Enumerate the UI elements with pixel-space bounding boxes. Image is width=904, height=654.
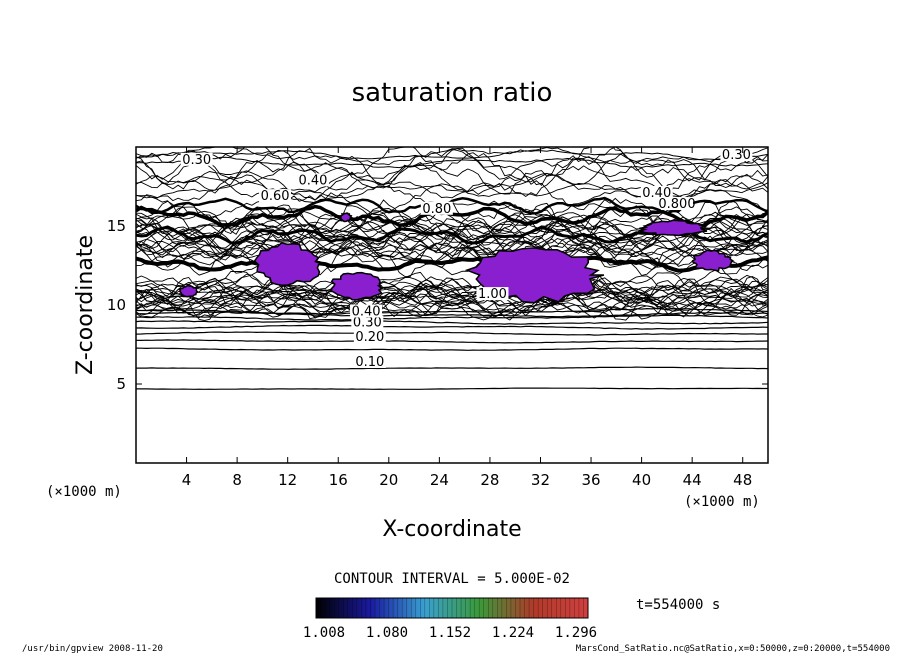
contour-line bbox=[136, 196, 768, 215]
contour-line bbox=[136, 285, 768, 313]
contour-label: 0.30 bbox=[722, 148, 751, 163]
contour-label-bg bbox=[420, 201, 453, 215]
x-tick-label: 24 bbox=[430, 471, 449, 489]
contour-line bbox=[136, 366, 768, 370]
contour-line bbox=[136, 271, 768, 295]
contour-line bbox=[136, 277, 768, 297]
contour-label-bg bbox=[660, 197, 693, 211]
contour-label: 0.10 bbox=[355, 355, 384, 370]
colorbar-ticks: 1.008 1.080 1.152 1.224 1.296 bbox=[303, 598, 597, 641]
contour-label-bg bbox=[351, 315, 384, 329]
contour-line bbox=[136, 287, 768, 321]
contour-line bbox=[136, 347, 768, 351]
contour-label-bg bbox=[640, 185, 673, 199]
contour-line bbox=[136, 295, 768, 319]
contour-label-bg bbox=[720, 148, 753, 162]
contour-line bbox=[136, 283, 768, 307]
contour-label: 0.30 bbox=[353, 316, 382, 331]
contour-line bbox=[136, 301, 768, 316]
contour-line bbox=[136, 269, 768, 303]
contour-line bbox=[136, 230, 768, 256]
contour-label: 0.60 bbox=[261, 189, 290, 204]
x-tick-label: 20 bbox=[379, 471, 398, 489]
x-tick-label: 48 bbox=[733, 471, 752, 489]
x-tick-label: 12 bbox=[278, 471, 297, 489]
supersaturated-region bbox=[178, 284, 199, 298]
colorbar-tick-label: 1.296 bbox=[555, 625, 597, 641]
contour-label-bg bbox=[350, 304, 383, 318]
x-tick-label: 36 bbox=[581, 471, 600, 489]
x-tick-label: 40 bbox=[632, 471, 651, 489]
time-text: t=554000 s bbox=[636, 597, 720, 613]
contour-label-bg bbox=[180, 152, 213, 166]
supersaturated-region bbox=[340, 212, 353, 223]
supersaturated-region bbox=[253, 242, 324, 286]
x-tick-label: 8 bbox=[232, 471, 242, 489]
contour-line bbox=[136, 314, 768, 321]
contour-label: 0.20 bbox=[355, 330, 384, 345]
contour-line bbox=[136, 147, 768, 187]
contour-line bbox=[136, 324, 768, 330]
contour-line bbox=[136, 387, 768, 390]
contour-line bbox=[136, 234, 768, 260]
contour-line bbox=[136, 147, 768, 181]
contour-label: 1.00 bbox=[478, 287, 507, 302]
y-tick-label: 5 bbox=[116, 375, 126, 393]
supersaturated-region bbox=[691, 249, 736, 272]
x-tick-label: 4 bbox=[182, 471, 192, 489]
contour-line bbox=[136, 331, 768, 336]
y-axis-ticks: 5 10 15 bbox=[107, 217, 768, 393]
chart-title: saturation ratio bbox=[352, 78, 553, 108]
contour-label-bg bbox=[476, 287, 509, 301]
x-tick-label: 28 bbox=[480, 471, 499, 489]
contour-line bbox=[136, 287, 768, 317]
colorbar-tick-label: 1.152 bbox=[429, 625, 471, 641]
contour-line bbox=[136, 319, 768, 325]
footer-right: MarsCond_SatRatio.nc@SatRatio,x=0:50000,… bbox=[576, 644, 890, 654]
footer-left: /usr/bin/gpview 2008-11-20 bbox=[22, 644, 163, 654]
contour-line bbox=[136, 255, 768, 273]
x-axis-label: X-coordinate bbox=[382, 517, 521, 542]
contour-label: 0.40 bbox=[298, 173, 327, 188]
contour-line bbox=[136, 149, 768, 161]
y-axis-label: Z-coordinate bbox=[73, 235, 98, 375]
contour-labels: 0.100.200.300.400.30 0.300.400.400.600.80… bbox=[180, 148, 753, 370]
contour-line bbox=[136, 215, 768, 241]
contour-line bbox=[136, 217, 768, 261]
x-tick-label: 16 bbox=[329, 471, 348, 489]
contour-line bbox=[136, 339, 768, 344]
contour-label: 0.80 bbox=[422, 202, 451, 217]
colorbar-tick-label: 1.080 bbox=[366, 625, 408, 641]
contour-lines bbox=[136, 147, 768, 390]
contour-label: 0.800 bbox=[658, 197, 695, 212]
x-tick-label: 32 bbox=[531, 471, 550, 489]
contour-label: 0.30 bbox=[182, 153, 211, 168]
contour-label-bg bbox=[353, 329, 386, 343]
y-tick-label: 15 bbox=[107, 217, 126, 235]
contour-line bbox=[136, 174, 768, 216]
y-tick-label: 10 bbox=[107, 296, 126, 314]
x-tick-label: 44 bbox=[683, 471, 702, 489]
supersaturated-region bbox=[638, 219, 708, 237]
contour-line bbox=[136, 275, 768, 306]
contour-label-bg bbox=[259, 189, 292, 203]
x-unit-right: (×1000 m) bbox=[684, 494, 760, 510]
colorbar-tick-label: 1.008 bbox=[303, 625, 345, 641]
contour-line bbox=[136, 147, 768, 166]
supersaturated-region bbox=[330, 271, 384, 301]
contour-line bbox=[136, 156, 768, 169]
x-axis-ticks: 4 8 12 16 20 24 28 32 36 40 44 48 bbox=[182, 147, 752, 489]
contour-line bbox=[136, 240, 768, 281]
x-unit-left: (×1000 m) bbox=[46, 484, 122, 500]
contour-label-bg bbox=[296, 173, 329, 187]
plot-area: 0.100.200.300.400.30 0.300.400.400.600.80… bbox=[136, 147, 768, 390]
contour-line bbox=[136, 235, 768, 263]
contour-label-bg bbox=[353, 355, 386, 369]
colorbar-tick-label: 1.224 bbox=[492, 625, 534, 641]
supersaturated-regions bbox=[178, 212, 736, 304]
contour-label: 0.40 bbox=[352, 304, 381, 319]
contour-interval-text: CONTOUR INTERVAL = 5.000E-02 bbox=[334, 571, 570, 587]
